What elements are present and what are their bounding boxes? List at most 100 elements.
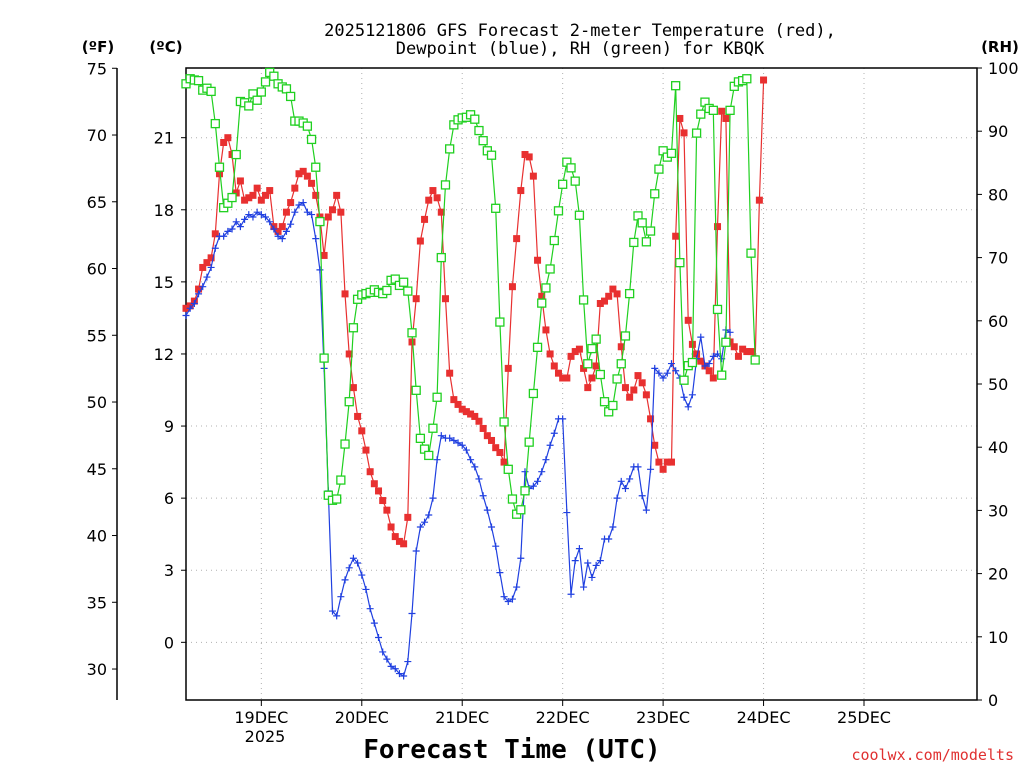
dewpoint-point (488, 523, 496, 531)
temperature-point (266, 187, 274, 195)
temperature-point (730, 343, 738, 351)
temperature-point (722, 114, 730, 122)
temperature-point (634, 372, 642, 380)
temperature-point (475, 417, 483, 425)
dewpoint-point (567, 590, 575, 598)
dewpoint-point (203, 273, 211, 281)
dewpoint-point (416, 523, 424, 531)
dewpoint-point (308, 211, 316, 219)
temperature-point (684, 316, 692, 324)
temperature-point (395, 537, 403, 545)
dewpoint-point (672, 367, 680, 375)
c-tick-label: 12 (154, 345, 174, 364)
rh-tick-label: 10 (988, 628, 1008, 647)
dewpoint-point (287, 220, 295, 228)
temperature-point (454, 400, 462, 408)
x-tick-label: 23DEC (636, 708, 690, 727)
rh-point (578, 295, 589, 305)
c-tick-label: 0 (164, 633, 174, 652)
dewpoint-point (458, 441, 466, 449)
x-tick-label: 22DEC (536, 708, 590, 727)
dewpoint-point (617, 477, 625, 485)
dewpoint-point (580, 583, 588, 591)
rh-point (717, 370, 727, 380)
temperature-point (312, 191, 320, 199)
temperature-point (550, 362, 558, 370)
temperature-point (433, 194, 441, 202)
temperature-point (354, 412, 362, 420)
dewpoint-point (345, 564, 353, 572)
dewpoint-point (642, 506, 650, 514)
rh-point (629, 237, 639, 248)
temperature-point (714, 223, 722, 231)
dewpoint-point (383, 655, 391, 663)
dewpoint-point (186, 304, 194, 312)
temperature-point (513, 235, 521, 243)
temperature-point (320, 251, 328, 259)
f-tick-label: 30 (87, 660, 107, 679)
f-tick-label: 40 (87, 527, 107, 546)
rh-point (654, 164, 664, 174)
dewpoint-point (634, 463, 642, 471)
rh-point (332, 494, 342, 504)
rh-point (227, 192, 237, 203)
temperature-point (542, 326, 550, 334)
temperature-point (450, 396, 458, 404)
temperature-point (638, 379, 646, 387)
rh-point (495, 317, 505, 327)
dewpoint-point (195, 290, 203, 298)
dewpoint-point (262, 213, 270, 221)
temperature-point (626, 393, 634, 401)
rh-point (612, 374, 622, 384)
x-tick-label: 24DEC (737, 708, 791, 727)
dewpoint-point (542, 456, 550, 464)
temperature-point (337, 208, 345, 216)
c-tick-label: 6 (164, 489, 174, 508)
rh-point (566, 163, 576, 173)
dewpoint-point (588, 573, 596, 581)
dewpoint-point (433, 456, 441, 464)
temperature-point (349, 384, 357, 392)
series-open-square (181, 67, 760, 519)
temperature-point (379, 497, 387, 505)
dewpoint-point (253, 208, 261, 216)
f-tick-label: 55 (87, 326, 107, 345)
dewpoint-point (667, 360, 675, 368)
dewpoint-point (190, 299, 198, 307)
fahrenheit-axis-label: (ºF) (82, 38, 114, 56)
temperature-point (333, 191, 341, 199)
temperature-point (253, 184, 261, 192)
x-tick-label: 19DEC (234, 708, 288, 727)
dewpoint-point (517, 554, 525, 562)
rh-point (524, 437, 534, 447)
dewpoint-point (337, 593, 345, 601)
rh-tick-label: 30 (988, 501, 1008, 520)
rh-point (407, 328, 417, 338)
rh-point (503, 464, 513, 474)
rh-point (432, 392, 442, 402)
year-label: 2025 (245, 727, 286, 746)
temperature-point (663, 458, 671, 466)
rh-point (260, 77, 271, 87)
rh-point (252, 95, 262, 105)
dewpoint-point (550, 429, 558, 437)
temperature-point (571, 348, 579, 356)
rh-point (671, 81, 681, 91)
dewpoint-point (613, 494, 621, 502)
dewpoint-point (701, 362, 709, 370)
dewpoint-point (504, 597, 512, 605)
dewpoint-point (354, 559, 362, 567)
rh-point (532, 342, 543, 352)
temperature-point (617, 343, 625, 351)
chart-title-line2: Dewpoint (blue), RH (green) for KBQK (396, 39, 765, 59)
dewpoint-point (299, 199, 307, 207)
dewpoint-point (663, 369, 671, 377)
rh-point (499, 417, 509, 427)
dewpoint-point (563, 509, 571, 517)
temperature-point (328, 206, 336, 214)
dewpoint-point (257, 211, 265, 219)
temperature-point (278, 223, 286, 231)
dewpoint-point (358, 571, 366, 579)
temperature-point (642, 391, 650, 399)
dewpoint-point (370, 619, 378, 627)
